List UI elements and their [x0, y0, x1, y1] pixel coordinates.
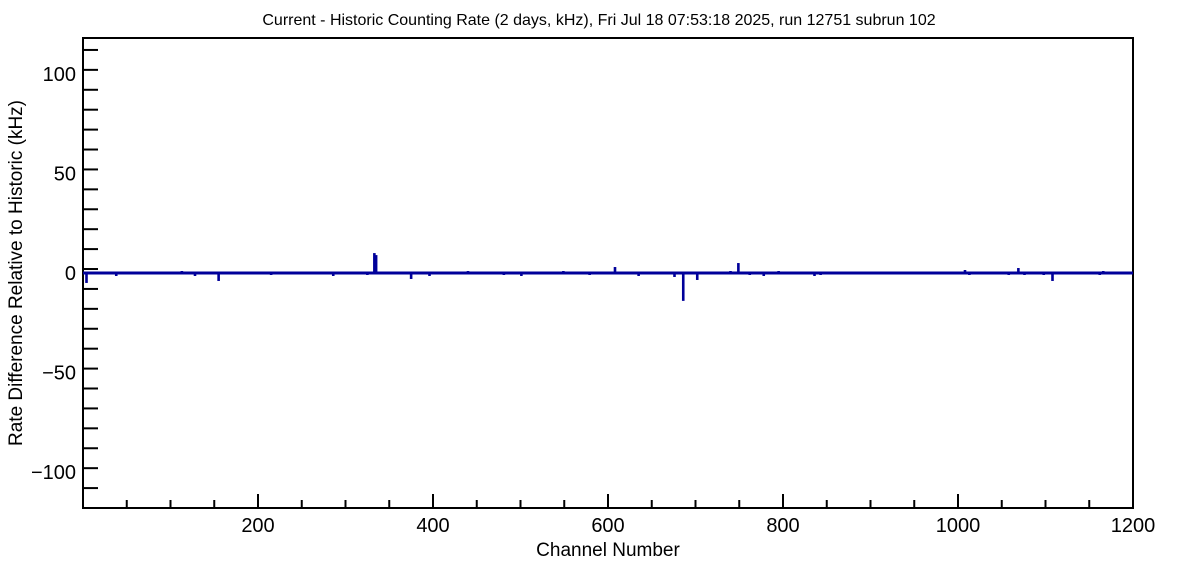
histogram-spike	[1042, 271, 1046, 275]
histogram-spike	[1023, 271, 1026, 275]
x-tick-label: 200	[241, 515, 274, 537]
histogram-spike	[813, 271, 816, 276]
histogram-spike	[963, 270, 967, 275]
y-tick-label: −100	[31, 462, 76, 484]
histogram-spike	[748, 271, 752, 275]
histogram-spike	[466, 271, 470, 275]
histogram-spike	[777, 271, 780, 275]
y-tick-label: 100	[43, 64, 76, 86]
histogram-spike	[819, 271, 822, 275]
histogram-spike	[409, 271, 413, 279]
histogram-spike	[85, 271, 88, 283]
x-tick-label: 800	[766, 515, 799, 537]
histogram-spike	[673, 271, 676, 277]
histogram-spike	[502, 271, 506, 275]
histogram-spike	[180, 271, 184, 275]
histogram-spike	[968, 271, 971, 275]
axes-frame: 200 400 600 800 1000 1200 −100 −50 0 50 100	[31, 37, 1156, 537]
histogram-spike	[520, 271, 523, 276]
histogram-spike	[373, 253, 376, 275]
histogram-spike	[729, 271, 732, 275]
histogram-spike	[428, 271, 431, 276]
y-tick-label: 50	[54, 163, 76, 185]
histogram-spike	[331, 271, 335, 276]
histogram-layer	[83, 253, 1133, 301]
histogram-spike	[762, 271, 766, 276]
y-tick-label: 0	[65, 263, 76, 285]
histogram-spike	[217, 271, 220, 281]
x-tick-label: 1000	[936, 515, 981, 537]
x-tick-label: 600	[591, 515, 624, 537]
histogram-spike	[1051, 271, 1054, 281]
histogram-spike	[637, 271, 640, 276]
x-tick-label: 400	[416, 515, 449, 537]
histogram-spike	[114, 271, 118, 276]
y-axis-title: Rate Difference Relative to Historic (kH…	[6, 100, 27, 446]
x-tick-label: 1200	[1111, 515, 1156, 537]
histogram-spike	[366, 271, 369, 275]
histogram-spike	[588, 271, 591, 275]
histogram-spike	[613, 267, 617, 275]
histogram-spike	[193, 271, 197, 276]
histogram-spike	[681, 271, 685, 301]
histogram-spike	[695, 271, 699, 280]
histogram-spike	[374, 255, 378, 275]
x-axis-title: Channel Number	[536, 540, 680, 561]
histogram-spike	[562, 271, 565, 275]
histogram-baseline	[83, 271, 1133, 275]
histogram-spike	[1098, 271, 1102, 275]
histogram-spike	[1101, 271, 1105, 275]
histogram-spike	[1017, 268, 1020, 275]
histogram-spike	[737, 263, 740, 275]
histogram-spike	[269, 271, 273, 275]
histogram-spike	[1007, 271, 1011, 275]
y-tick-label: −50	[42, 363, 76, 385]
chart-title: Current - Historic Counting Rate (2 days…	[262, 12, 935, 29]
